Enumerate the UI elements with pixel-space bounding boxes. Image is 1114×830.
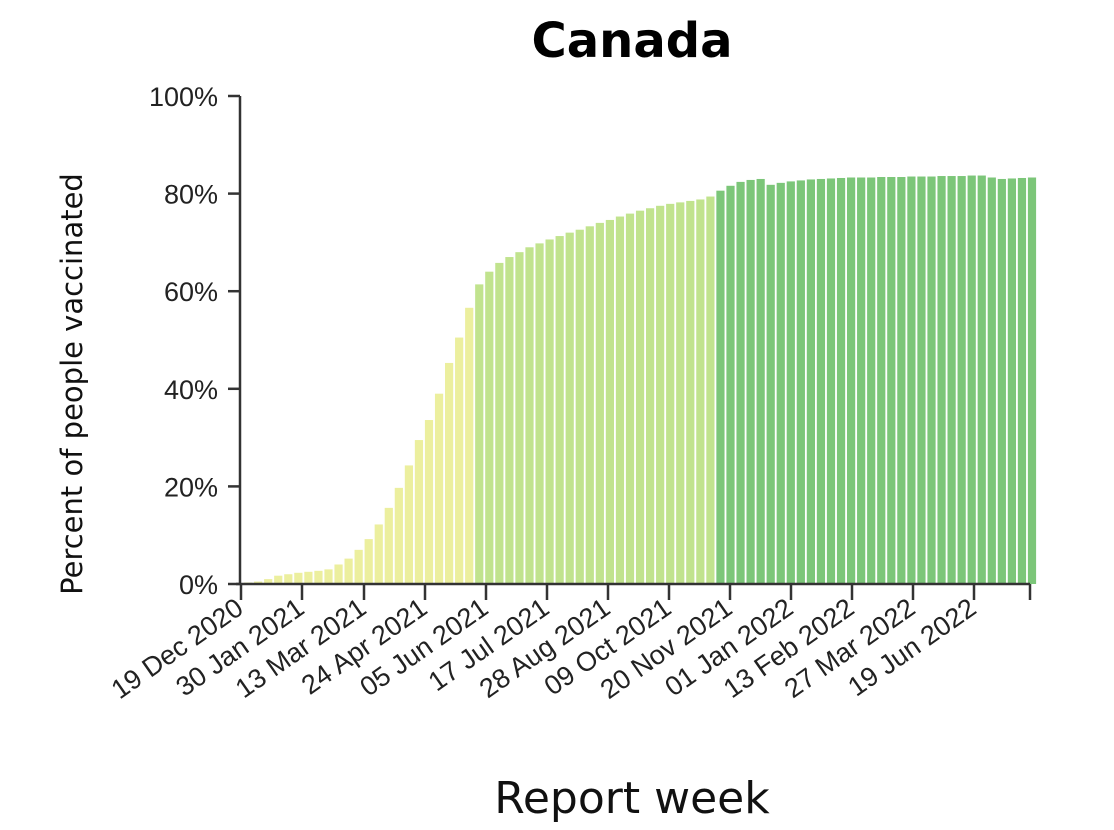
y-tick-label: 0% <box>179 570 218 600</box>
bar <box>806 179 815 584</box>
bar <box>384 507 393 584</box>
bar <box>535 243 544 584</box>
bar <box>455 337 464 584</box>
bar <box>836 177 846 585</box>
bar <box>967 175 976 585</box>
bar <box>495 262 504 584</box>
bar <box>816 178 826 584</box>
bar <box>746 179 755 584</box>
bar <box>414 440 424 584</box>
x-axis-title: Report week <box>494 773 770 824</box>
bar <box>605 219 614 584</box>
bar <box>947 176 956 584</box>
bar <box>615 216 625 585</box>
bar <box>314 570 323 584</box>
bar <box>867 177 876 584</box>
y-tick-label: 80% <box>164 180 218 210</box>
bar <box>997 178 1006 584</box>
bar <box>796 180 805 585</box>
bar <box>525 247 534 584</box>
bar <box>575 229 584 584</box>
bar <box>696 199 705 584</box>
bar <box>334 564 343 584</box>
bar <box>475 284 484 584</box>
bar <box>505 257 514 584</box>
bar <box>465 307 474 584</box>
bar <box>424 420 434 584</box>
bar <box>897 177 906 584</box>
bar <box>917 176 926 584</box>
y-axis-title: Percent of people vaccinated <box>55 173 89 595</box>
y-tick-label: 40% <box>164 375 218 405</box>
bar <box>1027 177 1037 584</box>
bar <box>776 182 785 585</box>
bar <box>324 569 333 584</box>
bar <box>304 571 313 584</box>
bar <box>666 203 675 584</box>
bar <box>625 213 635 585</box>
bar <box>445 362 454 584</box>
bar <box>635 210 645 584</box>
bar <box>887 177 896 584</box>
bar <box>374 524 383 584</box>
bar <box>274 575 283 584</box>
bar <box>726 185 735 585</box>
bar <box>434 393 444 584</box>
bar <box>907 176 916 584</box>
bar <box>656 205 665 585</box>
bar <box>646 208 655 585</box>
bar <box>686 200 695 585</box>
bar <box>756 178 765 584</box>
bars-group <box>244 175 1037 585</box>
bar <box>826 178 836 584</box>
y-tick-label: 60% <box>164 277 218 307</box>
bar <box>364 539 373 584</box>
bar <box>545 239 554 584</box>
bar <box>344 558 353 584</box>
y-tick-label: 20% <box>164 472 218 502</box>
bar <box>1017 177 1027 585</box>
bar <box>394 487 403 584</box>
bar <box>987 177 996 584</box>
bar <box>264 579 273 584</box>
bar <box>927 176 936 584</box>
bar <box>404 465 413 584</box>
bar <box>515 252 524 584</box>
bar <box>847 177 856 584</box>
bar <box>857 177 866 584</box>
bar <box>676 202 685 584</box>
bar <box>716 190 725 585</box>
bar <box>284 574 293 584</box>
bar <box>786 181 795 584</box>
chart-title: Canada <box>532 13 733 69</box>
bar <box>555 236 564 584</box>
bar <box>565 232 574 584</box>
bar <box>977 175 986 585</box>
bar <box>937 176 946 584</box>
bar <box>595 222 604 584</box>
bar <box>1007 178 1016 584</box>
bar <box>585 226 594 585</box>
bar <box>294 572 303 584</box>
bar <box>354 549 363 584</box>
bar <box>736 181 745 584</box>
y-tick-label: 100% <box>149 82 218 112</box>
bar <box>957 176 966 584</box>
y-axis: 0% 20% 40% 60% 80% 100% <box>149 82 242 600</box>
bar <box>485 271 494 584</box>
bar <box>877 177 886 584</box>
bar <box>766 184 775 584</box>
bar <box>706 196 715 584</box>
